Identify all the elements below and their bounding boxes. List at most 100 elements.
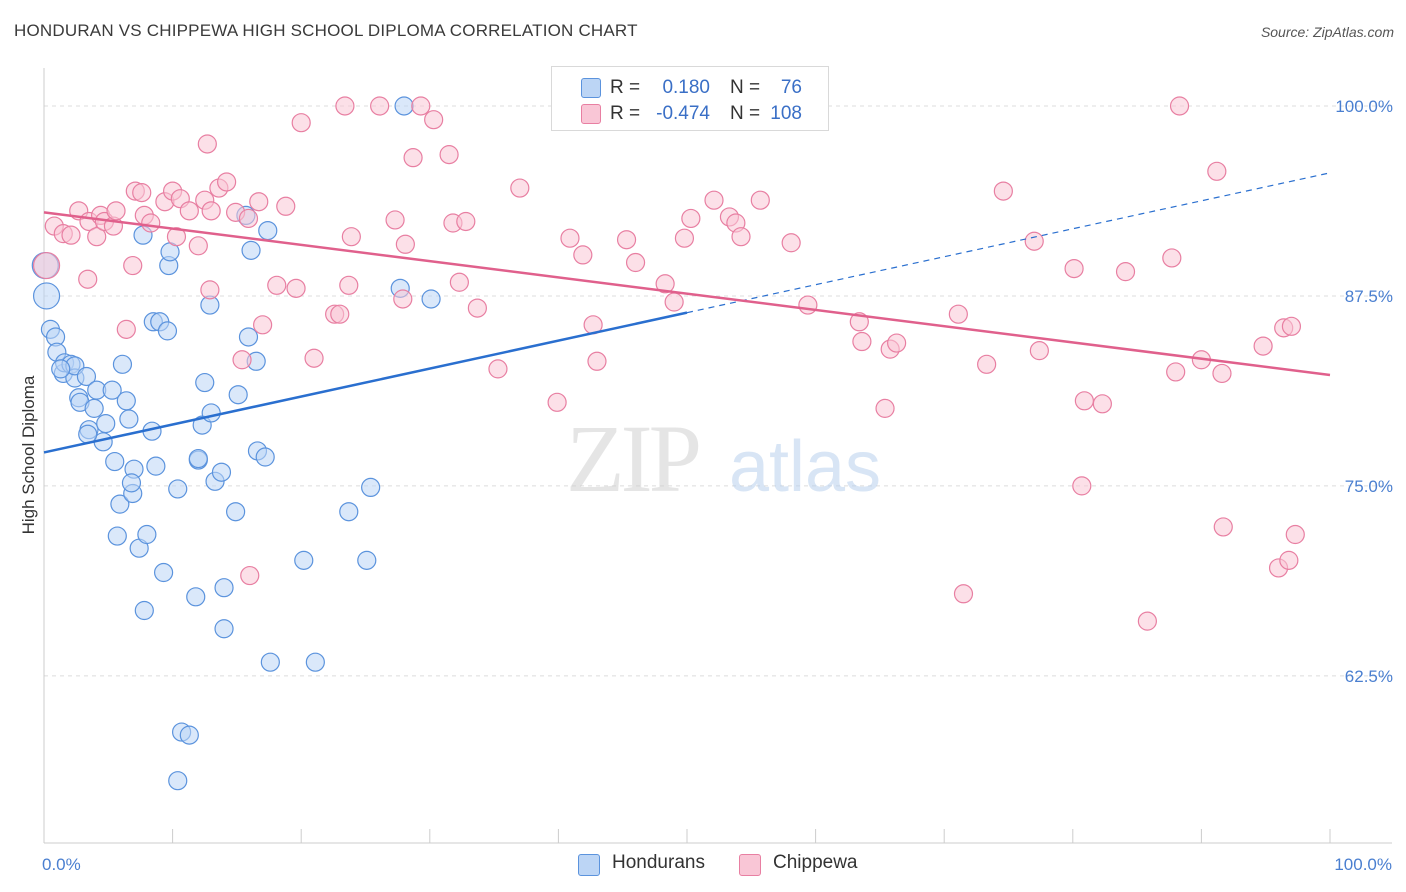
- honduran-point: [201, 403, 221, 423]
- honduran-point: [121, 473, 142, 493]
- watermark-zip: ZIP: [566, 405, 699, 512]
- chippewa-point: [166, 227, 187, 247]
- y-tick-label: 75.0%: [1345, 477, 1393, 496]
- honduran-point: [119, 409, 139, 429]
- watermark-atlas: atlas: [729, 427, 881, 507]
- hondurans-points: [31, 96, 576, 791]
- chippewa-point: [467, 298, 487, 318]
- legend-row-chippewa: R = -0.474 N = 108: [552, 101, 828, 127]
- chippewa-trend-line: [43, 211, 1331, 377]
- legend-n-value: 108: [770, 103, 802, 124]
- honduran-point: [255, 447, 275, 467]
- chippewa-point: [132, 183, 152, 203]
- legend-row-hondurans: R = 0.180 N = 76: [552, 75, 828, 101]
- chippewa-point: [560, 228, 580, 248]
- honduran-point: [179, 725, 199, 745]
- honduran-point: [107, 526, 127, 546]
- chippewa-point: [674, 228, 695, 248]
- chippewa-point: [335, 96, 355, 116]
- legend-r-label: R =: [610, 77, 641, 98]
- chippewa-point: [1115, 262, 1136, 282]
- chippewa-point: [1166, 362, 1186, 382]
- chippewa-point: [456, 211, 476, 232]
- legend-r-label: R =: [610, 103, 641, 124]
- chippewa-point: [291, 113, 311, 133]
- chippewa-point: [875, 398, 895, 418]
- chippewa-point: [385, 210, 405, 230]
- watermark: ZIP atlas: [566, 405, 881, 512]
- chippewa-point: [87, 227, 107, 247]
- chippewa-point: [439, 145, 459, 165]
- chippewa-point: [1279, 550, 1299, 570]
- x-tick-label: 100.0%: [1334, 855, 1392, 874]
- chippewa-point: [1024, 231, 1044, 251]
- chippewa-point: [798, 295, 818, 315]
- honduran-point: [394, 96, 414, 116]
- y-axis-title: High School Diploma: [19, 375, 38, 534]
- honduran-point: [238, 327, 259, 347]
- legend-swatch-hondurans: [581, 78, 601, 98]
- chippewa-point: [253, 315, 273, 335]
- chippewa-point: [286, 278, 306, 298]
- chippewa-point: [341, 227, 361, 247]
- chippewa-point: [1169, 96, 1190, 116]
- honduran-point: [294, 550, 314, 570]
- chippewa-point: [625, 252, 646, 273]
- legend-label-hondurans: Hondurans: [612, 852, 705, 873]
- honduran-point: [153, 562, 174, 583]
- chippewa-point: [852, 331, 872, 352]
- chippewa-point: [395, 234, 415, 254]
- honduran-point: [195, 372, 215, 393]
- chippewa-point: [1212, 363, 1232, 384]
- axes: [43, 68, 1392, 844]
- chippewa-point: [403, 148, 423, 168]
- honduran-point: [84, 398, 104, 418]
- chippewa-point: [1253, 336, 1273, 356]
- honduran-point: [214, 619, 234, 639]
- honduran-point: [305, 652, 325, 672]
- chippewa-point: [276, 196, 296, 216]
- honduran-point: [361, 477, 381, 498]
- chippewa-point: [217, 172, 237, 192]
- chippewa-point: [1281, 316, 1302, 336]
- chippewa-point: [32, 251, 61, 280]
- honduran-point: [146, 456, 166, 476]
- honduran-point: [51, 359, 71, 379]
- chippewa-point: [655, 274, 675, 294]
- chippewa-point: [106, 201, 126, 221]
- y-tick-label: 87.5%: [1345, 287, 1393, 306]
- honduran-point: [157, 321, 178, 341]
- chippewa-point: [1064, 258, 1084, 279]
- chippewa-point: [240, 565, 260, 586]
- honduran-point: [134, 600, 154, 621]
- honduran-point: [188, 448, 208, 469]
- honduran-point: [211, 462, 232, 482]
- honduran-point: [357, 550, 377, 570]
- honduran-point: [421, 289, 441, 309]
- chippewa-point: [449, 272, 469, 292]
- chippewa-point: [1207, 161, 1227, 181]
- honduran-point: [228, 385, 248, 405]
- chippewa-point: [238, 208, 259, 229]
- chippewa-point: [1092, 394, 1112, 414]
- chippewa-point: [179, 201, 199, 221]
- chippewa-point: [587, 351, 607, 371]
- chippewa-point: [731, 227, 751, 247]
- legend-label-chippewa: Chippewa: [773, 852, 858, 873]
- chippewa-point: [681, 208, 701, 229]
- chippewa-point: [188, 236, 208, 256]
- legend-swatch-chippewa: [739, 854, 761, 876]
- chippewa-point: [1072, 476, 1092, 496]
- chippewa-point: [573, 245, 593, 265]
- chippewa-point: [1213, 517, 1233, 537]
- chippewa-point: [339, 275, 359, 295]
- legend-swatch-hondurans: [578, 854, 600, 876]
- honduran-point: [105, 451, 125, 472]
- chippewa-point: [78, 269, 98, 289]
- honduran-point: [258, 220, 278, 241]
- honduran-point: [112, 354, 133, 374]
- chippewa-point: [488, 359, 508, 379]
- honduran-point: [102, 380, 122, 400]
- chippewa-point: [424, 110, 444, 130]
- chippewa-point: [547, 392, 567, 412]
